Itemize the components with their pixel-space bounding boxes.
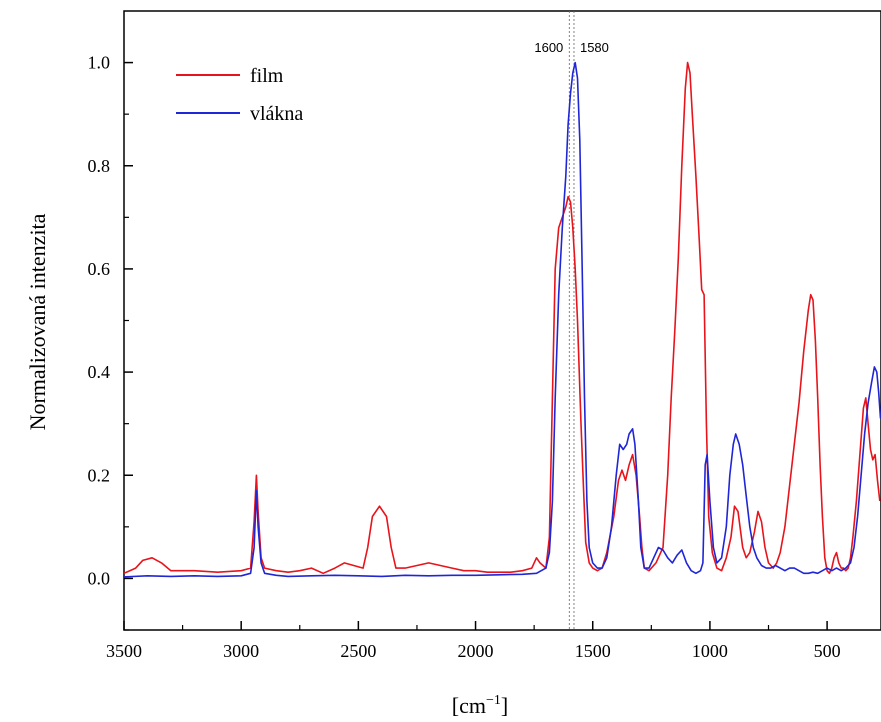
peak-marker-label: 1600 bbox=[534, 40, 563, 55]
legend-label-vlakna: vlákna bbox=[250, 103, 303, 125]
x-axis-title: [cm−1] bbox=[452, 693, 508, 718]
x-tick-label: 1500 bbox=[575, 641, 611, 661]
x-tick-label: 2500 bbox=[340, 641, 376, 661]
y-tick-label: 1.0 bbox=[88, 53, 111, 73]
plot-frame bbox=[123, 10, 881, 631]
series-line-film bbox=[123, 61, 881, 575]
y-axis-title: Normalizovaná intenzita bbox=[25, 213, 50, 430]
x-axis-title-sup: −1 bbox=[486, 693, 501, 708]
x-axis-title-base: [cm bbox=[452, 693, 486, 718]
x-tick-label: 3000 bbox=[223, 641, 259, 661]
y-tick-label: 0.6 bbox=[88, 259, 111, 279]
x-tick-label: 3500 bbox=[106, 641, 142, 661]
y-tick-label: 0.0 bbox=[88, 568, 111, 588]
series-line-vlakna bbox=[123, 61, 881, 578]
x-tick-label: 1000 bbox=[692, 641, 728, 661]
legend-label-film: film bbox=[250, 65, 284, 87]
y-axis-ticks: 0.0 0.2 0.4 0.6 0.8 1.0 bbox=[88, 53, 133, 631]
legend: film vlákna bbox=[176, 65, 303, 125]
peak-marker-label: 1580 bbox=[580, 40, 609, 55]
x-tick-label: 500 bbox=[814, 641, 841, 661]
x-axis-title-close: ] bbox=[501, 693, 508, 718]
peak-markers: 1600 1580 bbox=[534, 11, 609, 630]
y-tick-label: 0.4 bbox=[88, 362, 111, 382]
x-axis-ticks: 3500 3000 2500 2000 1500 1000 500 bbox=[106, 621, 841, 661]
y-tick-label: 0.8 bbox=[88, 156, 111, 176]
series-layer bbox=[123, 61, 881, 578]
x-tick-label: 2000 bbox=[458, 641, 494, 661]
y-tick-label: 0.2 bbox=[88, 465, 111, 485]
